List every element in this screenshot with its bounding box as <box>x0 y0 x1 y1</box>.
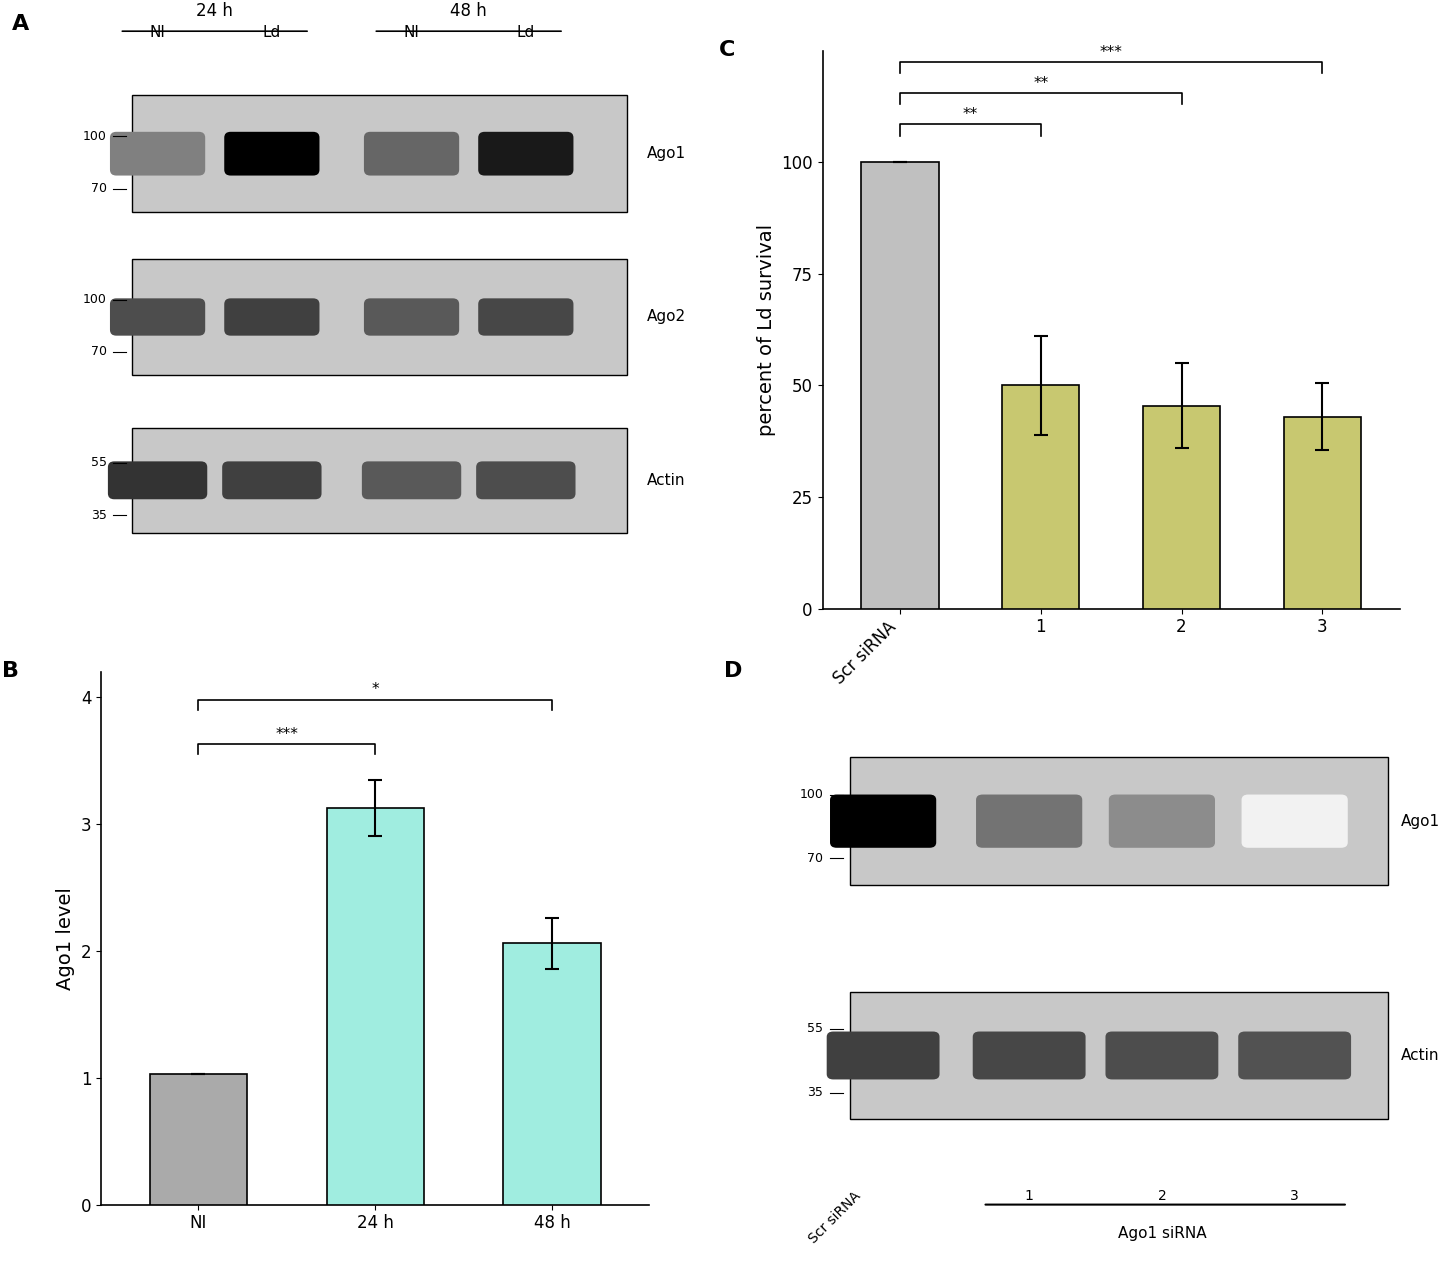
Text: Actin: Actin <box>646 473 685 488</box>
Text: Ago1: Ago1 <box>1401 814 1440 829</box>
Text: *: * <box>371 682 380 697</box>
Bar <box>1143 406 1221 609</box>
Text: 100: 100 <box>82 129 107 143</box>
Text: C: C <box>719 39 734 60</box>
FancyBboxPatch shape <box>478 298 573 336</box>
Bar <box>326 808 424 1205</box>
Text: A: A <box>12 14 29 34</box>
Text: NI: NI <box>404 25 420 41</box>
Text: 70: 70 <box>808 852 824 865</box>
Text: ***: *** <box>276 727 299 742</box>
FancyBboxPatch shape <box>1238 1032 1351 1079</box>
FancyBboxPatch shape <box>110 298 205 336</box>
Text: 100: 100 <box>82 293 107 306</box>
Text: **: ** <box>962 107 978 122</box>
FancyBboxPatch shape <box>364 132 459 175</box>
Y-axis label: percent of Ld survival: percent of Ld survival <box>756 223 775 436</box>
FancyBboxPatch shape <box>476 462 576 500</box>
FancyBboxPatch shape <box>364 298 459 336</box>
Text: 1: 1 <box>1025 1188 1033 1202</box>
Text: Ago1 siRNA: Ago1 siRNA <box>1137 832 1225 847</box>
Text: Ago1 siRNA: Ago1 siRNA <box>1117 1226 1206 1241</box>
FancyBboxPatch shape <box>224 298 319 336</box>
Bar <box>150 1074 247 1205</box>
Bar <box>861 162 938 609</box>
Text: NI: NI <box>150 25 166 41</box>
FancyBboxPatch shape <box>224 132 319 175</box>
Text: 70: 70 <box>91 183 107 195</box>
Text: 55: 55 <box>91 456 107 469</box>
FancyBboxPatch shape <box>973 1032 1085 1079</box>
Bar <box>850 992 1388 1120</box>
Text: 35: 35 <box>808 1087 824 1099</box>
Text: Ld: Ld <box>517 25 535 41</box>
Text: 3: 3 <box>1290 1188 1299 1202</box>
Text: 70: 70 <box>91 345 107 359</box>
Text: Actin: Actin <box>1401 1047 1439 1063</box>
Text: Ld: Ld <box>263 25 281 41</box>
Text: 2: 2 <box>1157 1188 1166 1202</box>
FancyBboxPatch shape <box>222 462 322 500</box>
FancyBboxPatch shape <box>827 1032 939 1079</box>
FancyBboxPatch shape <box>975 795 1082 848</box>
Bar <box>1001 385 1079 609</box>
FancyBboxPatch shape <box>110 132 205 175</box>
Bar <box>133 259 628 375</box>
FancyBboxPatch shape <box>362 462 462 500</box>
Text: 48 h: 48 h <box>450 1 488 19</box>
FancyBboxPatch shape <box>1108 795 1215 848</box>
FancyBboxPatch shape <box>1105 1032 1218 1079</box>
Text: Ago1: Ago1 <box>646 146 685 161</box>
Bar <box>504 943 600 1205</box>
Text: **: ** <box>1033 76 1049 91</box>
Text: 100: 100 <box>799 787 824 801</box>
Bar <box>133 427 628 533</box>
Bar <box>133 95 628 212</box>
Text: 24 h: 24 h <box>196 1 234 19</box>
Text: Ago2: Ago2 <box>646 309 685 325</box>
FancyBboxPatch shape <box>1241 795 1348 848</box>
FancyBboxPatch shape <box>830 795 937 848</box>
Text: B: B <box>3 662 19 681</box>
Text: D: D <box>724 662 742 681</box>
Bar <box>850 757 1388 885</box>
Text: ***: *** <box>1100 44 1123 60</box>
Bar <box>1284 417 1361 609</box>
FancyBboxPatch shape <box>478 132 573 175</box>
Text: 35: 35 <box>91 508 107 522</box>
Text: 55: 55 <box>808 1022 824 1036</box>
Y-axis label: Ago1 level: Ago1 level <box>56 886 75 990</box>
Text: Scr siRNA: Scr siRNA <box>807 1188 863 1246</box>
FancyBboxPatch shape <box>108 462 208 500</box>
